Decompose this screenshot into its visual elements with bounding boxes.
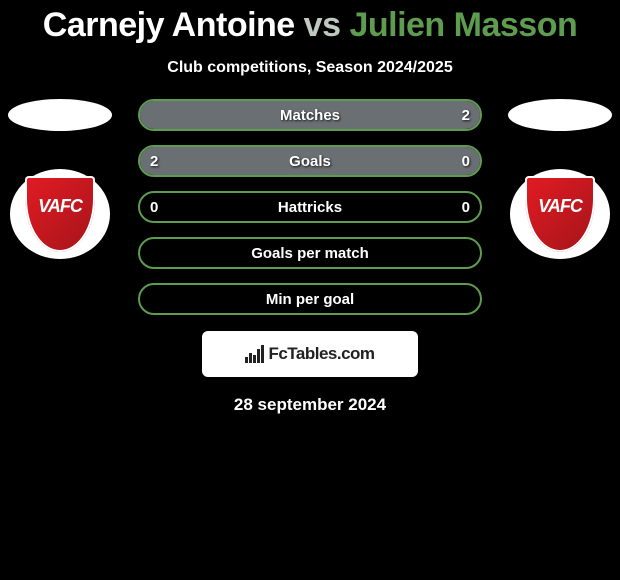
stat-label: Matches xyxy=(140,101,480,129)
stat-label: Min per goal xyxy=(140,285,480,313)
date: 28 september 2024 xyxy=(0,395,620,415)
stat-bar: Min per goal xyxy=(138,283,482,315)
stat-label: Goals xyxy=(140,147,480,175)
stat-label: Goals per match xyxy=(140,239,480,267)
watermark-text: FcTables.com xyxy=(268,344,374,364)
player-left-silhouette xyxy=(8,99,112,131)
stat-bar: Goals per match xyxy=(138,237,482,269)
player-right-name: Julien Masson xyxy=(349,6,577,44)
stat-bars: Matches2Goals20Hattricks00Goals per matc… xyxy=(138,99,482,315)
player-left-name: Carnejy Antoine xyxy=(43,6,295,44)
vs-text: vs xyxy=(304,6,341,44)
chart-icon xyxy=(245,345,264,363)
stat-value-left: 2 xyxy=(150,147,158,175)
stat-bar: Goals2 0 xyxy=(138,145,482,177)
comparison-title: Carnejy Antoine vs Julien Masson xyxy=(0,0,620,45)
player-right-silhouette xyxy=(508,99,612,131)
player-left-column: VAFC xyxy=(8,99,112,259)
subtitle: Club competitions, Season 2024/2025 xyxy=(0,59,620,77)
club-left-abbrev: VAFC xyxy=(38,196,82,217)
stat-value-right: 0 xyxy=(462,147,470,175)
stat-value-right: 0 xyxy=(462,193,470,221)
club-badge-left: VAFC xyxy=(10,169,110,259)
stat-bar: Matches2 xyxy=(138,99,482,131)
stat-label: Hattricks xyxy=(140,193,480,221)
watermark-badge: FcTables.com xyxy=(202,331,418,377)
player-right-column: VAFC xyxy=(508,99,612,259)
club-right-abbrev: VAFC xyxy=(538,196,582,217)
content-area: VAFC VAFC Matches2Goals20Hattricks00Goal… xyxy=(0,99,620,415)
club-badge-right: VAFC xyxy=(510,169,610,259)
stat-value-left: 0 xyxy=(150,193,158,221)
stat-bar: Hattricks0 0 xyxy=(138,191,482,223)
stat-value-right: 2 xyxy=(462,101,470,129)
